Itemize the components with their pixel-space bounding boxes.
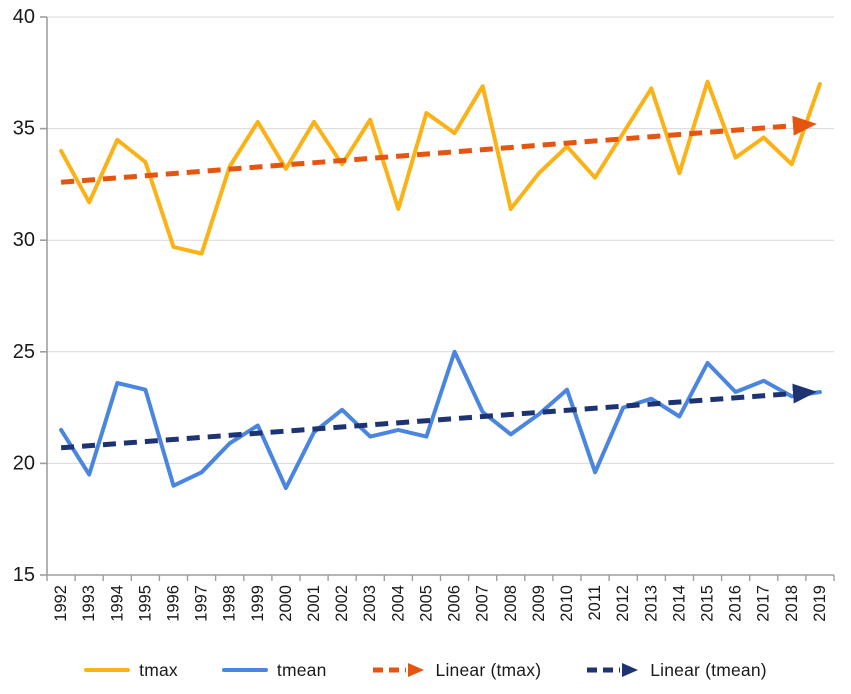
x-axis-label: 2003 [361, 585, 379, 622]
x-axis-label: 2008 [502, 585, 520, 622]
linear-tmean-swatch-arrow-icon [622, 663, 639, 677]
y-axis-label: 25 [13, 341, 35, 363]
x-axis-label: 2012 [614, 585, 632, 622]
x-axis-label: 2004 [389, 585, 407, 622]
linear-tmax-trendline [60, 115, 817, 185]
tmax-line-swatch [84, 668, 131, 672]
x-axis-label: 2005 [417, 585, 435, 622]
x-axis-label: 1998 [221, 585, 239, 622]
y-axis-label: 40 [13, 6, 35, 28]
legend-item-linear-tmax: Linear (tmax) [371, 660, 542, 681]
legend-label-linear-tmean: Linear (tmean) [650, 659, 767, 680]
legend-label-linear-tmax: Linear (tmax) [435, 659, 542, 680]
x-axis-label: 2002 [333, 585, 351, 622]
x-axis-label: 1997 [193, 585, 211, 622]
x-axis-label: 2019 [811, 585, 829, 622]
x-axis-label: 2018 [783, 585, 801, 622]
x-axis-label: 1992 [52, 585, 70, 622]
chart-legend: tmax tmean Linear (tmax) Linear (tmean) [0, 646, 851, 694]
legend-item-tmax: tmax [84, 660, 178, 681]
tmean-line [59, 349, 822, 490]
y-axis-label: 15 [13, 564, 35, 586]
x-axis-label: 2000 [277, 585, 295, 622]
x-axis-label: 2017 [755, 585, 773, 622]
x-axis-label: 1993 [80, 585, 98, 622]
x-axis-label: 2014 [670, 585, 688, 622]
legend-item-linear-tmean: Linear (tmean) [585, 660, 767, 681]
x-axis-label: 2001 [305, 585, 323, 622]
linear-tmax-swatch-arrow-icon [407, 663, 424, 677]
y-axis-label: 30 [13, 229, 35, 251]
x-axis-label: 1996 [165, 585, 183, 622]
x-axis-label: 1994 [108, 585, 126, 622]
y-axis-label: 20 [13, 452, 35, 474]
legend-item-tmean: tmean [221, 659, 327, 681]
x-axis-label: 1999 [249, 585, 267, 622]
x-axis-label: 2006 [446, 585, 464, 622]
tmean-line-swatch [221, 668, 268, 672]
x-axis-label: 2011 [586, 585, 604, 620]
x-axis-label: 1995 [136, 585, 154, 622]
x-axis-label: 2007 [474, 585, 492, 622]
plot-area: 15 20 25 30 35 40 1992 1993 1994 1995 1996 1997 1998… [13, 6, 835, 622]
legend-label-tmean: tmean [276, 659, 327, 680]
x-axis-label: 2010 [558, 585, 576, 622]
x-axis-label: 2015 [699, 585, 717, 622]
linear-tmean-swatch [587, 663, 639, 677]
tmax-line [59, 79, 822, 256]
x-axis-label: 2016 [727, 585, 745, 622]
x-axis-label: 2009 [530, 585, 548, 622]
linear-tmax-swatch [372, 663, 424, 677]
x-axis-label: 2013 [642, 585, 660, 622]
legend-label-tmax: tmax [139, 659, 178, 680]
y-axis-label: 35 [13, 118, 35, 140]
